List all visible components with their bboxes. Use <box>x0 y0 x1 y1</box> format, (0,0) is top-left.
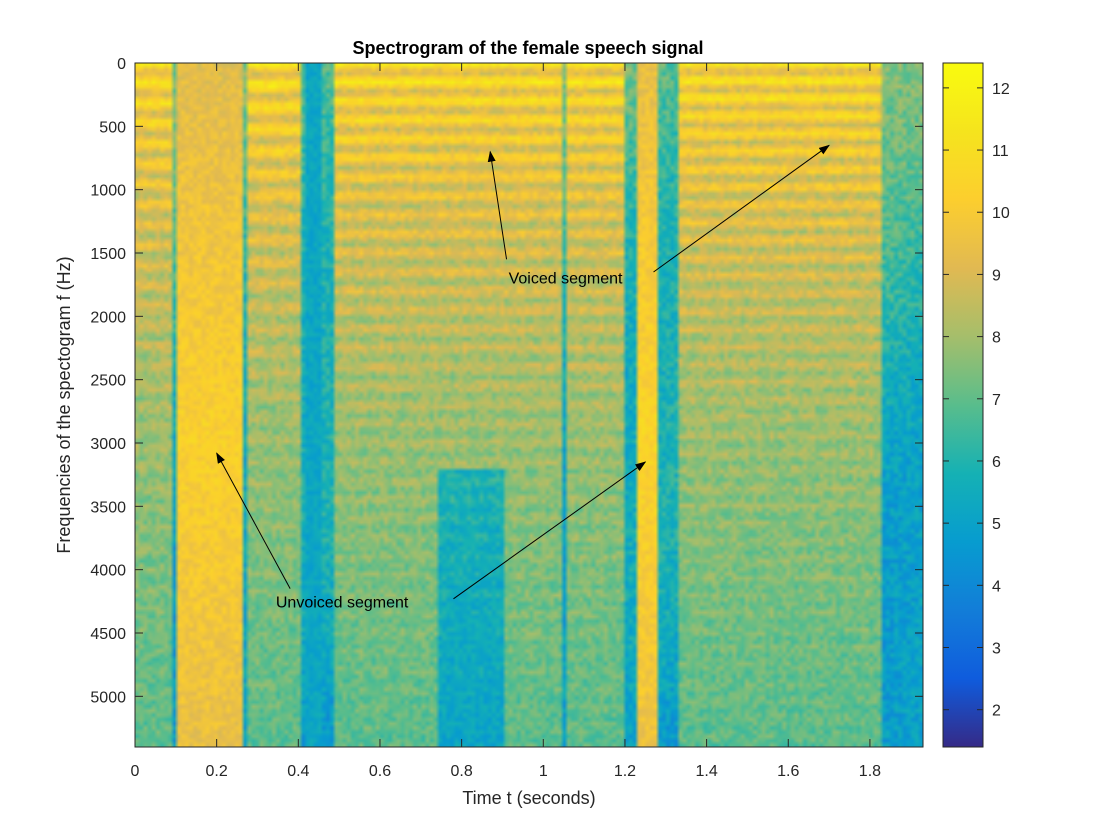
x-tick-label: 1 <box>539 763 548 780</box>
y-tick-label: 0 <box>117 56 126 73</box>
colorbar-tick-label: 7 <box>992 392 1001 409</box>
x-tick-label: 1.8 <box>859 763 881 780</box>
y-tick-label: 4000 <box>90 563 126 580</box>
spectrogram-image <box>135 63 923 747</box>
colorbar-tick-label: 8 <box>992 330 1001 347</box>
annotation-arrow <box>653 144 830 273</box>
annotations: Voiced segment Unvoiced segment <box>216 144 830 612</box>
y-tick-label: 3500 <box>90 499 126 516</box>
x-tick-label: 1.6 <box>777 763 799 780</box>
x-tick-label: 1.2 <box>614 763 636 780</box>
annotation-arrow <box>453 461 647 600</box>
colorbar-tick-label: 6 <box>992 454 1001 471</box>
colorbar-ticks: 2 3 4 5 6 7 8 9 10 11 12 <box>943 81 1010 720</box>
x-axis-ticks: 0 0.2 0.4 0.6 0.8 1 1.2 1.4 1.6 1.8 <box>131 63 881 780</box>
x-tick-label: 0.8 <box>451 763 473 780</box>
colorbar-tick-label: 11 <box>992 143 1009 160</box>
y-axis-label: Frequencies of the spectogram f (Hz) <box>54 256 74 553</box>
y-tick-label: 2000 <box>90 309 126 326</box>
colorbar-tick-label: 9 <box>992 267 1001 284</box>
x-tick-label: 0 <box>131 763 140 780</box>
y-tick-label: 4500 <box>90 626 126 643</box>
y-tick-label: 1000 <box>90 183 126 200</box>
colorbar-tick-label: 10 <box>992 205 1010 222</box>
colorbar-tick-label: 12 <box>992 81 1010 98</box>
x-tick-label: 0.4 <box>287 763 309 780</box>
spectrogram-heatmap <box>135 63 923 747</box>
colorbar-tick-label: 4 <box>992 578 1001 595</box>
chart-title: Spectrogram of the female speech signal <box>352 38 703 58</box>
x-tick-label: 0.2 <box>206 763 228 780</box>
y-tick-label: 5000 <box>90 689 126 706</box>
x-tick-label: 0.6 <box>369 763 391 780</box>
colorbar-tick-label: 3 <box>992 641 1001 658</box>
y-tick-label: 3000 <box>90 436 126 453</box>
colorbar-tick-label: 5 <box>992 516 1001 533</box>
x-tick-label: 1.4 <box>695 763 717 780</box>
plot-frame <box>134 62 924 748</box>
annotation-arrow <box>487 150 508 260</box>
colorbar <box>942 62 984 748</box>
y-tick-label: 500 <box>99 119 126 136</box>
x-axis-label: Time t (seconds) <box>462 788 595 808</box>
y-tick-label: 2500 <box>90 373 126 390</box>
annotation-label: Voiced segment <box>509 270 623 287</box>
colorbar-tick-label: 2 <box>992 703 1001 720</box>
y-tick-label: 1500 <box>90 246 126 263</box>
y-axis-ticks: 0 500 1000 1500 2000 2500 3000 3500 4000 4500 5000 <box>90 56 923 706</box>
annotation-label: Unvoiced segment <box>276 595 409 612</box>
annotation-arrow <box>216 452 291 589</box>
